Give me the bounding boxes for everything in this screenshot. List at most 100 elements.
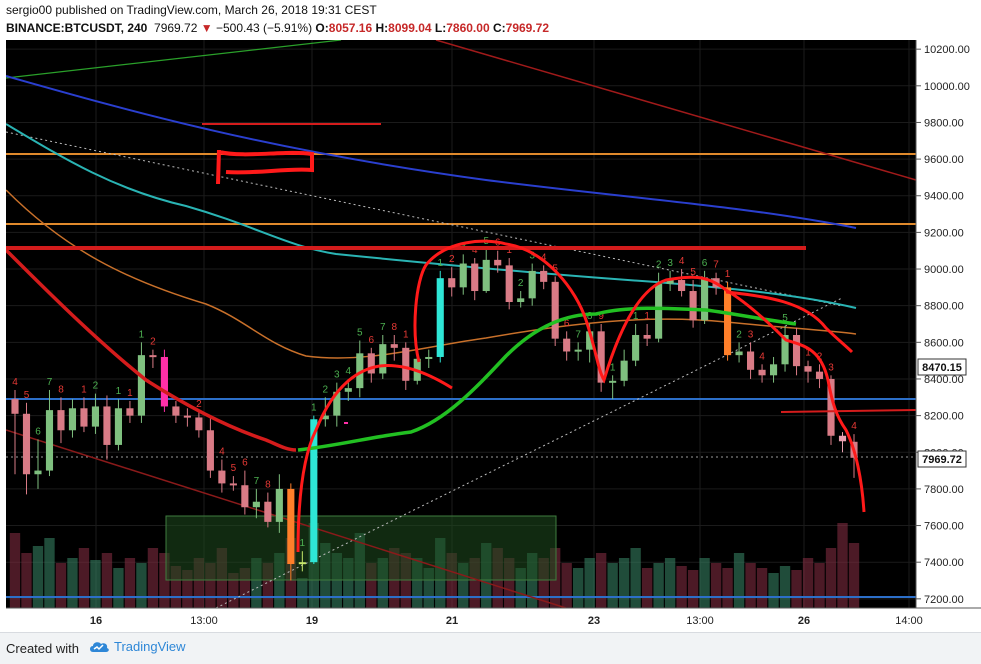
footer-bar: Created with TradingView: [0, 632, 981, 664]
price-axis[interactable]: [917, 40, 981, 608]
price-tick-label: 8600.00: [924, 337, 964, 349]
candle-body: [666, 280, 674, 284]
td-count-label: 2: [518, 278, 524, 289]
candle-body: [160, 356, 168, 407]
price-tick-label: 7800.00: [924, 484, 964, 496]
dotted-trendline-up: [215, 297, 843, 609]
candle-body: [597, 331, 605, 383]
td-count-label: 2: [656, 260, 662, 271]
down-arrow-icon: ▼: [200, 21, 213, 35]
td-count-label: 7: [713, 260, 719, 271]
candle-body: [126, 408, 134, 416]
volume-bar: [90, 560, 101, 608]
td-count-label: 4: [472, 245, 478, 256]
candle-body: [769, 364, 778, 376]
td-count-label: 4: [219, 447, 225, 458]
time-tick-label: 14:00: [895, 615, 923, 627]
volume-bar: [595, 553, 607, 608]
volume-bar: [9, 533, 21, 608]
td-count-label: 7: [380, 322, 386, 333]
volume-bar: [607, 563, 618, 608]
candle-body: [68, 408, 77, 431]
td-count-label: 2: [817, 351, 823, 362]
volume-bar: [584, 558, 595, 608]
candle-body: [678, 280, 686, 292]
candle-body: [586, 331, 594, 350]
symbol-info: BINANCE:BTCUSDT, 240 7969.72 ▼ −500.43 (…: [6, 21, 549, 35]
td-count-label: 1: [127, 388, 133, 399]
td-count-label: 4: [12, 377, 18, 388]
candle-body: [195, 417, 203, 431]
candle-body: [298, 562, 306, 565]
author-name[interactable]: sergio00: [6, 3, 53, 17]
tradingview-brand: TradingView: [114, 639, 186, 654]
time-axis[interactable]: [6, 608, 981, 630]
td-count-label: 3: [667, 258, 673, 269]
close-label: C:: [492, 21, 506, 35]
td-count-label: 4: [346, 366, 352, 377]
candle-body: [310, 419, 318, 563]
price-tick-label: 10200.00: [924, 44, 970, 56]
td-count-label: 4: [759, 351, 765, 362]
blue-ma: [6, 75, 857, 229]
candle-body: [804, 366, 812, 372]
candle-body: [91, 406, 100, 427]
candle-body: [45, 410, 54, 471]
td-count-label: 6: [242, 458, 248, 469]
volume-bar: [538, 558, 549, 608]
price-tick-label: 9600.00: [924, 154, 964, 166]
td-count-label: 3: [529, 251, 535, 262]
candle-body: [505, 265, 513, 303]
candle-body: [655, 283, 663, 339]
candle-body: [781, 334, 789, 365]
volume-bar: [469, 558, 480, 608]
candle-body: [815, 371, 824, 379]
candle-body: [482, 259, 490, 292]
candle-body: [34, 470, 42, 475]
volume-bar: [825, 548, 837, 608]
volume-bar: [710, 563, 722, 608]
volume-bar: [733, 553, 745, 608]
price-chart[interactable]: 4567812111224567811234567811234561234567…: [6, 40, 981, 630]
candle-body: [471, 263, 479, 292]
price-marker-last: 7969.72: [922, 454, 962, 466]
td-count-label: 6: [702, 258, 708, 269]
red-curve-main: [413, 239, 866, 513]
td-count-label: 4: [851, 421, 857, 432]
tradingview-link[interactable]: TradingView: [88, 639, 186, 654]
volume-bar: [124, 558, 136, 608]
time-tick-label: 13:00: [190, 615, 218, 627]
volume-bar: [802, 558, 814, 608]
td-count-label: 8: [265, 480, 271, 491]
price-tick-label: 9400.00: [924, 191, 964, 203]
td-count-label: 3: [334, 370, 340, 381]
volume-bar: [21, 553, 32, 608]
td-count-label: 2: [93, 381, 99, 392]
high-value: 8099.04: [388, 21, 432, 35]
td-count-label: 1: [610, 362, 616, 373]
volume-bar: [67, 558, 78, 608]
candle-body: [574, 349, 582, 352]
td-count-label: 5: [231, 463, 237, 474]
created-with-text: Created with: [6, 641, 79, 656]
red-ma: [6, 248, 297, 452]
red-resistance-trendline: [435, 40, 917, 181]
candle-body: [229, 483, 237, 486]
td-count-label: 1: [81, 384, 87, 395]
price-change: −500.43 (−5.91%): [216, 21, 313, 35]
td-count-label: 1: [311, 403, 317, 414]
td-count-label: 8: [587, 311, 593, 322]
green-long-ma: [6, 40, 342, 79]
td-count-label: 2: [150, 337, 156, 348]
td-count-label: 5: [552, 263, 558, 274]
candle-body: [402, 347, 410, 381]
candle-body: [827, 378, 835, 436]
red-scribble-icon: [216, 149, 314, 185]
volume-bar: [297, 578, 308, 608]
candlesticks: [11, 248, 858, 581]
price-marker-last-box: [917, 450, 967, 468]
candle-body: [172, 406, 180, 416]
volume-bar: [791, 570, 802, 608]
time-tick-label: 21: [446, 615, 458, 627]
candle-body: [632, 334, 640, 361]
